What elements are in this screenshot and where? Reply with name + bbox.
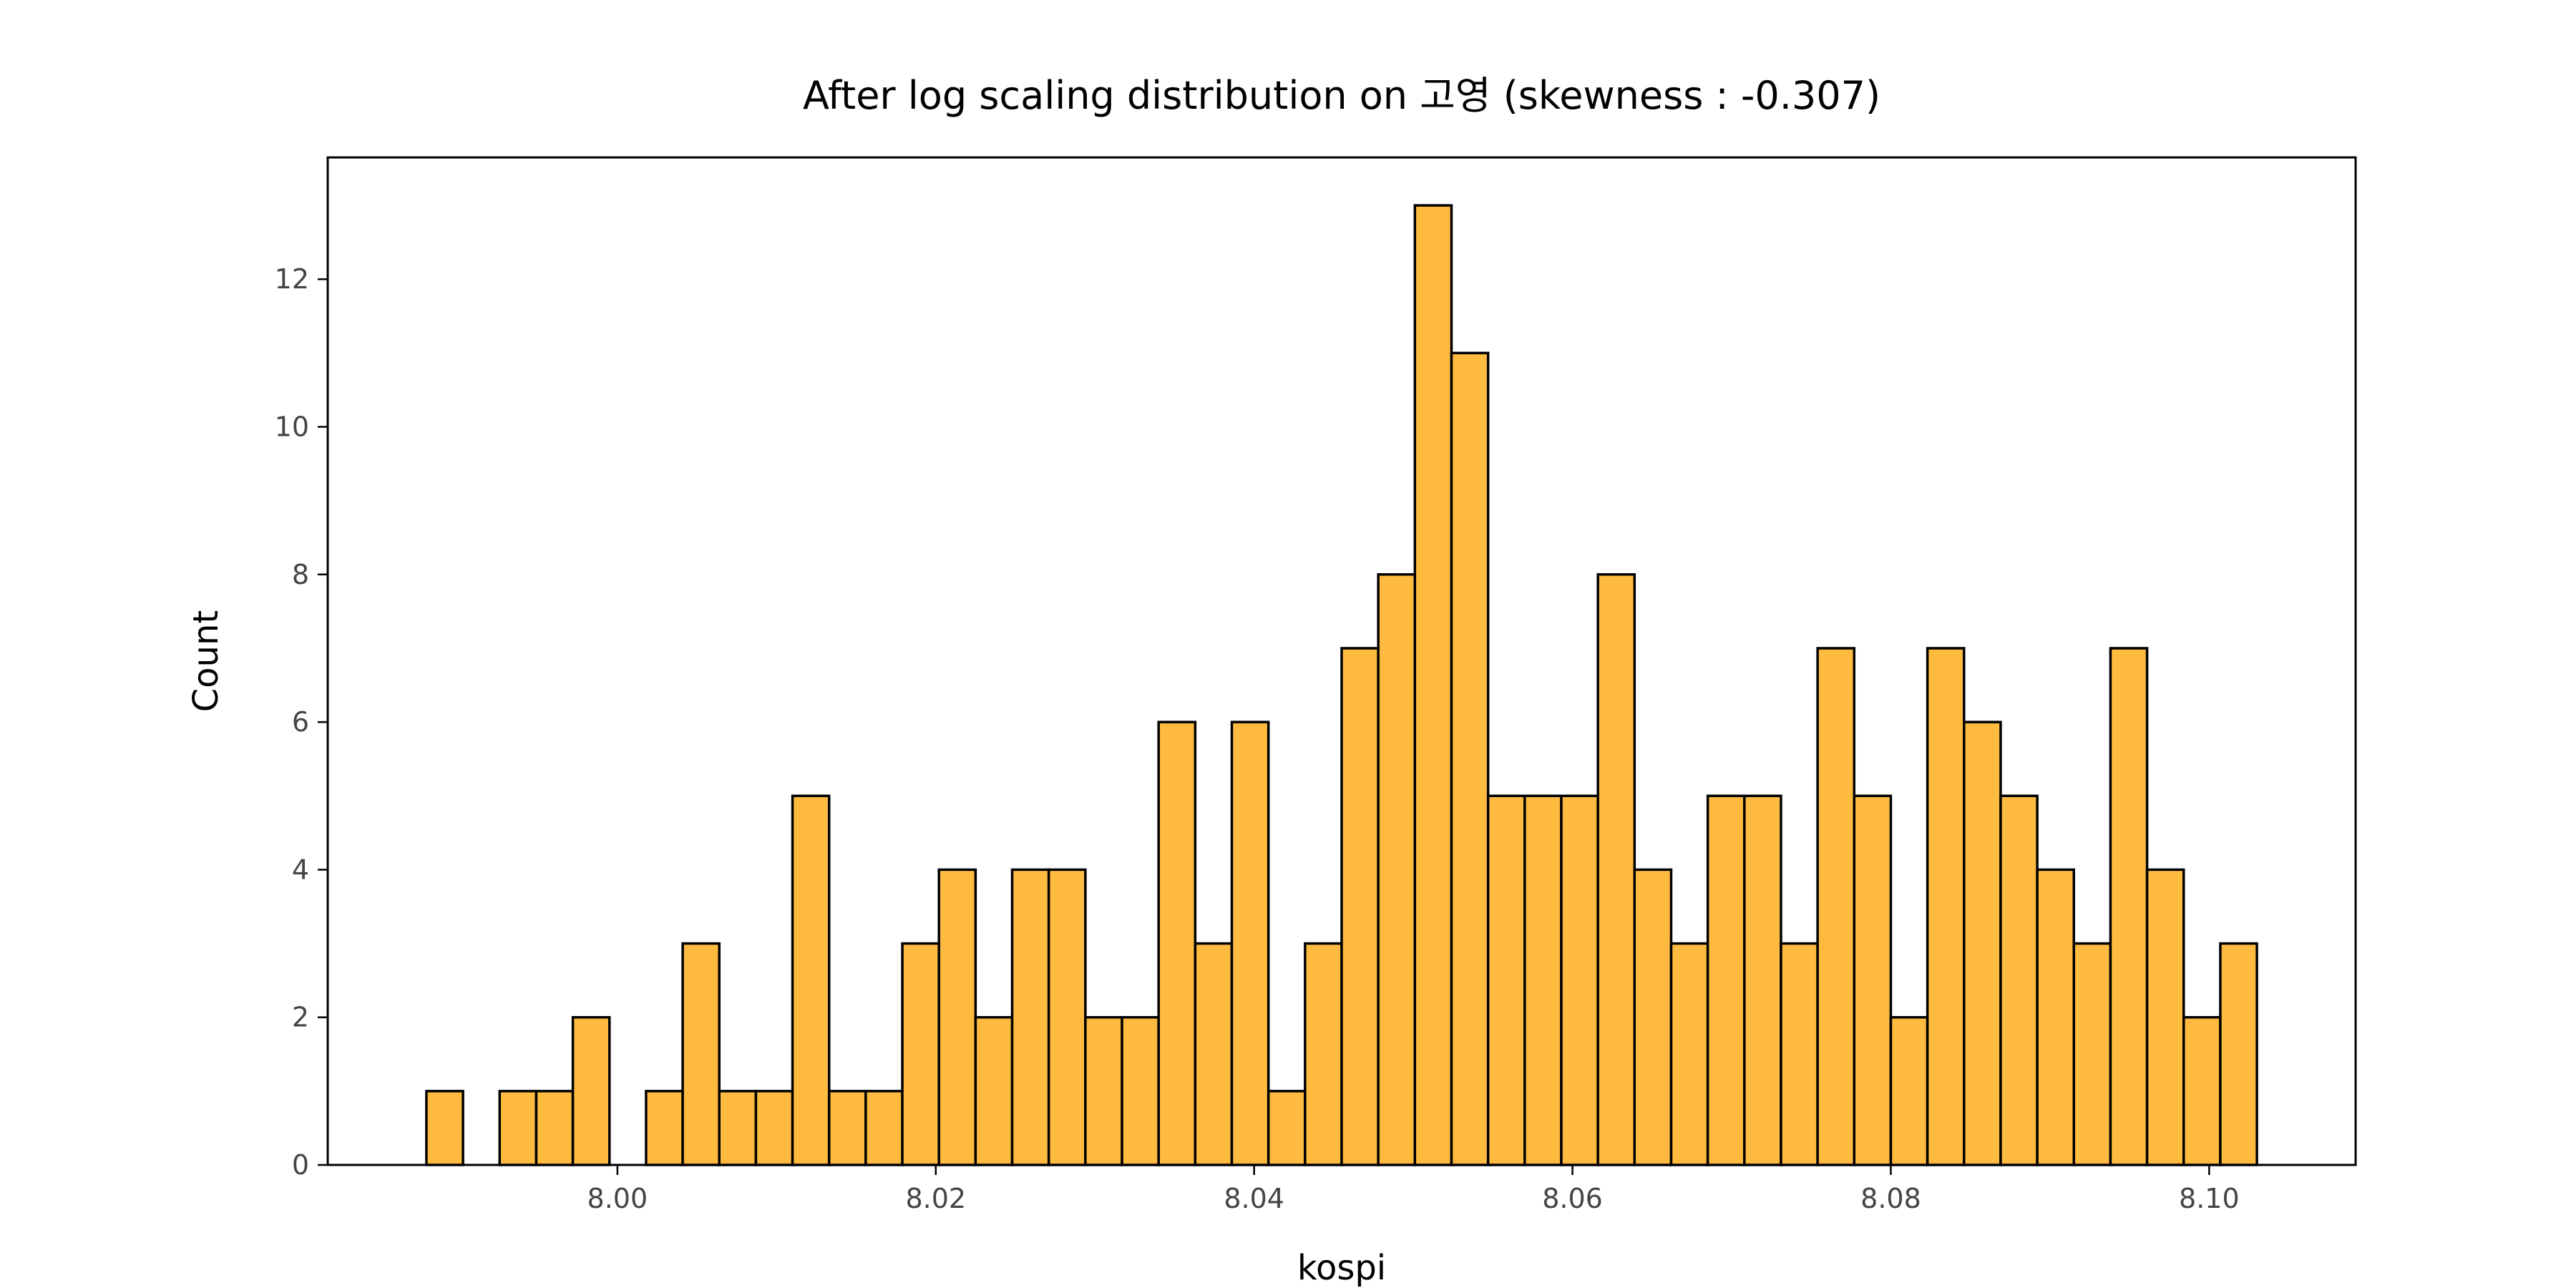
histogram-bar [1486,794,1526,1166]
x-tick-label: 8.06 [1542,1183,1603,1214]
histogram-bar [1047,868,1087,1166]
x-tick-label: 8.00 [587,1183,648,1214]
plot-frame [326,156,2357,1166]
histogram-bar [1230,721,1270,1166]
histogram-bar [1963,721,2002,1166]
histogram-bar [1413,204,1453,1166]
histogram-bar [1010,868,1050,1166]
histogram-bar [718,1090,758,1166]
histogram-bar [1926,647,1966,1166]
histogram-bar [1780,942,1819,1166]
histogram-bar [1267,1090,1307,1166]
histogram-bar [754,1090,794,1166]
histogram-bar [425,1090,464,1166]
y-tick-label: 0 [292,1149,309,1181]
histogram-bar [791,794,831,1166]
histogram-bar [1377,573,1417,1166]
y-tick-label: 12 [275,263,309,295]
histogram-bar [1157,721,1197,1166]
y-tick-label: 4 [292,854,309,885]
histogram-bar [901,942,940,1166]
histogram-bar [1194,942,1234,1166]
histogram-bar [1669,942,1709,1166]
histogram-bar [1889,1015,1929,1166]
histogram-bar [864,1090,904,1166]
histogram-bar [2219,942,2258,1166]
y-tick-label: 10 [275,411,309,442]
histogram-bar [1853,794,1893,1166]
bars-group [425,204,2258,1166]
histogram-bar [2036,868,2076,1166]
histogram-bar [1121,1015,1160,1166]
y-tick-label: 8 [292,559,309,590]
histogram-bar [645,1090,684,1166]
x-axis-label: kospi [1297,1248,1386,1288]
histogram-bar [1340,647,1380,1166]
histogram-bar [2072,942,2112,1166]
histogram-bar [1816,647,1856,1166]
histogram-bar [535,1090,575,1166]
histogram-bar [1743,794,1782,1166]
histogram-bar [974,1015,1014,1166]
y-tick-label: 2 [292,1002,309,1033]
histogram-bar [1560,794,1599,1166]
histogram-bar [1450,351,1490,1166]
histogram-bar [827,1090,867,1166]
x-tick-label: 8.08 [1860,1183,1921,1214]
chart-title: After log scaling distribution on 고영 (sk… [803,73,1880,118]
histogram-bar [1304,942,1343,1166]
histogram-bar [937,868,977,1166]
histogram-bar [2109,647,2149,1166]
histogram-bar [2145,868,2185,1166]
y-tick-label: 6 [292,706,309,738]
histogram-bar [1633,868,1673,1166]
histogram-bar [1596,573,1636,1166]
histogram-bar [1999,794,2039,1166]
histogram-bar [571,1015,611,1166]
histogram-bar [1706,794,1746,1166]
x-tick-label: 8.04 [1224,1183,1284,1214]
histogram-bar [1523,794,1563,1166]
y-axis-ticks: 0 2 4 6 8 10 12 [275,263,328,1181]
y-axis-label: Count [186,610,226,713]
histogram-bar [2182,1015,2222,1166]
x-tick-label: 8.02 [905,1183,966,1214]
x-axis-ticks: 8.00 8.02 8.04 8.06 8.08 8.10 [587,1165,2240,1214]
histogram-bar [498,1090,538,1166]
x-tick-label: 8.10 [2179,1183,2240,1214]
histogram-bar [1084,1015,1123,1166]
histogram-bar [681,942,721,1166]
